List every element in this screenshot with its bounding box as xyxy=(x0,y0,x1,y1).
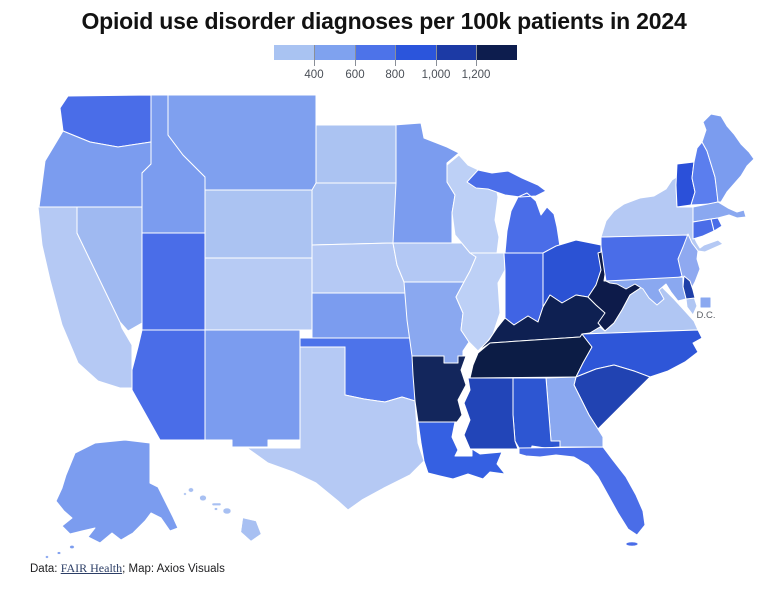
legend-tick-label: 1,200 xyxy=(461,69,491,81)
state-iowa[interactable] xyxy=(392,242,477,283)
state-pennsylvania[interactable] xyxy=(600,233,692,282)
source-line: Data: FAIR Health; Map: Axios Visuals xyxy=(30,561,225,576)
legend-tick-label: 600 xyxy=(345,69,365,81)
state-arkansas[interactable] xyxy=(411,355,467,423)
legend-swatch xyxy=(314,45,355,60)
legend-tick xyxy=(314,45,315,66)
state-wisconsin[interactable] xyxy=(446,154,500,254)
state-montana[interactable] xyxy=(167,94,317,191)
hawaii-island-molokai[interactable] xyxy=(211,502,222,506)
hawaii-island-niihau[interactable] xyxy=(183,492,187,496)
state-utah[interactable] xyxy=(141,232,206,331)
legend-tick xyxy=(476,45,477,66)
aleutian-island[interactable] xyxy=(56,551,62,555)
aleutian-island[interactable] xyxy=(69,545,75,549)
legend-tick-label: 800 xyxy=(385,69,405,81)
hawaii-island-oahu[interactable] xyxy=(199,494,207,502)
state-nebraska[interactable] xyxy=(311,242,409,294)
legend-swatch xyxy=(274,45,315,60)
source-suffix: ; Map: Axios Visuals xyxy=(122,563,225,575)
hawaii-island-kauai[interactable] xyxy=(188,487,194,493)
state-wyoming[interactable] xyxy=(204,189,313,259)
legend-swatch xyxy=(436,45,477,60)
hawaii-island-lanai[interactable] xyxy=(214,507,218,511)
state-illinois[interactable] xyxy=(455,252,506,352)
page-title: Opioid use disorder diagnoses per 100k p… xyxy=(81,8,687,34)
legend-tick-label: 1,000 xyxy=(421,69,451,81)
us-choropleth-map: D.C. xyxy=(37,94,755,559)
source-prefix: Data: xyxy=(30,563,61,575)
state-maryland[interactable] xyxy=(605,276,687,306)
state-indiana[interactable] xyxy=(503,252,544,326)
state-north-dakota[interactable] xyxy=(315,124,397,184)
state-mississippi[interactable] xyxy=(463,377,519,450)
state-texas[interactable] xyxy=(246,346,425,511)
legend-tick-label: 400 xyxy=(304,69,324,81)
state-florida[interactable] xyxy=(518,446,646,536)
aleutian-island[interactable] xyxy=(45,555,49,559)
state-massachusetts[interactable] xyxy=(692,201,747,223)
state-new-mexico[interactable] xyxy=(204,329,301,448)
legend-swatch xyxy=(355,45,396,60)
legend-swatch xyxy=(395,45,436,60)
legend-tick xyxy=(436,45,437,66)
legend-tick xyxy=(355,45,356,66)
state-south-dakota[interactable] xyxy=(311,182,403,246)
legend-tick xyxy=(395,45,396,66)
state-kansas[interactable] xyxy=(311,292,416,339)
source-link[interactable]: FAIR Health xyxy=(60,561,123,575)
state-district-of-columbia-swatch[interactable] xyxy=(699,296,712,309)
dc-label: D.C. xyxy=(697,310,716,321)
state-arizona[interactable] xyxy=(131,329,206,441)
florida-keys[interactable] xyxy=(625,541,639,547)
legend-color-bar xyxy=(274,45,517,60)
state-michigan[interactable] xyxy=(466,169,562,254)
state-louisiana[interactable] xyxy=(417,421,506,480)
state-colorado[interactable] xyxy=(204,257,313,331)
hawaii-island-big-island[interactable] xyxy=(240,517,262,542)
state-maine[interactable] xyxy=(701,113,755,203)
legend-swatch xyxy=(476,45,517,60)
state-connecticut[interactable] xyxy=(692,218,715,240)
hawaii-island-maui[interactable] xyxy=(222,507,232,515)
color-legend: 400 600 800 1,000 1,200 xyxy=(274,45,517,85)
state-alaska[interactable] xyxy=(55,439,179,544)
